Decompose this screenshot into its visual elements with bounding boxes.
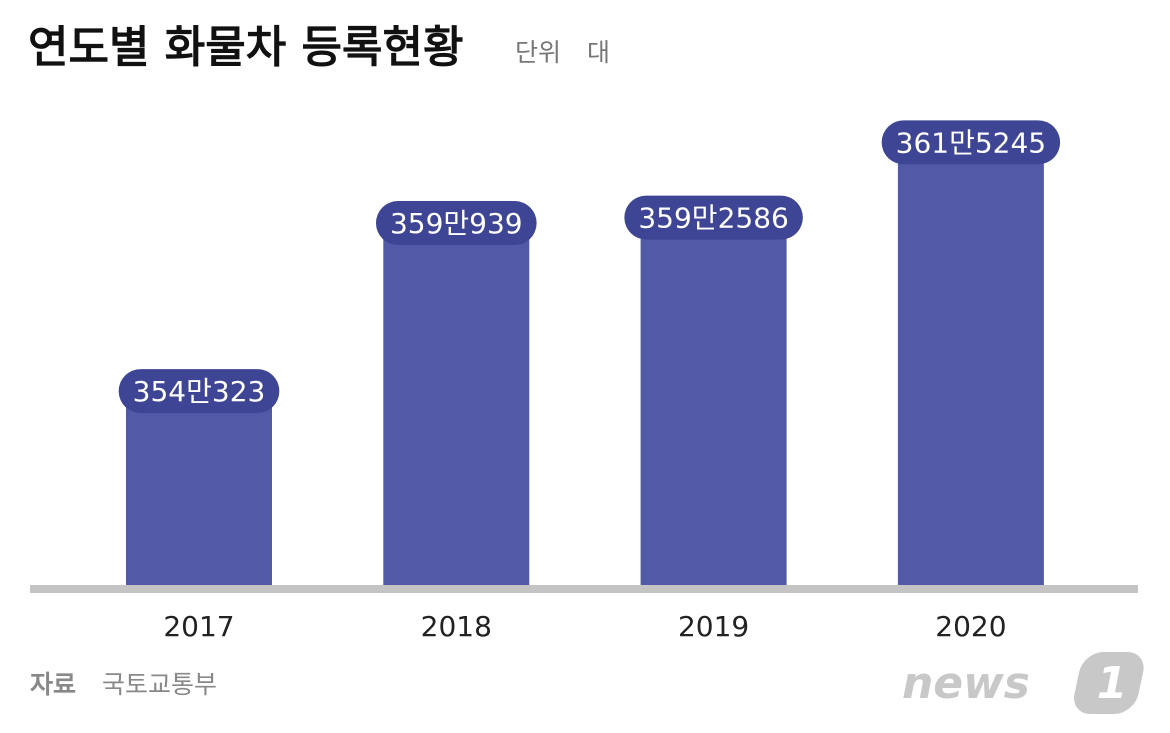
chart-title: 연도별 화물차 등록현황 (28, 22, 463, 73)
bar (126, 391, 272, 588)
value-label-bg (881, 120, 1061, 165)
x-tick-label: 2018 (421, 610, 492, 643)
source: 국토교통부 (102, 670, 217, 699)
logo-text: news (902, 658, 1030, 709)
value-label: 359만939 (390, 207, 523, 240)
value-label: 354만323 (133, 375, 266, 408)
bar (897, 142, 1044, 588)
value-label-bg (118, 369, 280, 414)
value-label-bg (624, 195, 803, 240)
plot: 354만323 2017 359만939 2018 359만2586 2019 361만52… (118, 120, 1061, 643)
value-label: 361만5245 (896, 126, 1046, 159)
source-label: 자료 (30, 670, 76, 699)
bar (383, 223, 530, 588)
logo-badge (1074, 652, 1144, 714)
value-label-bg (375, 201, 537, 246)
value-label: 359만2586 (638, 202, 788, 235)
unit-label: 단위 (515, 38, 561, 67)
bar (640, 217, 787, 588)
x-tick-label: 2019 (678, 610, 749, 643)
x-tick-label: 2020 (935, 610, 1006, 643)
unit: 대 (587, 38, 610, 67)
baseline (30, 585, 1138, 593)
logo-mark: 1 (1097, 658, 1128, 709)
x-tick-label: 2017 (163, 610, 234, 643)
